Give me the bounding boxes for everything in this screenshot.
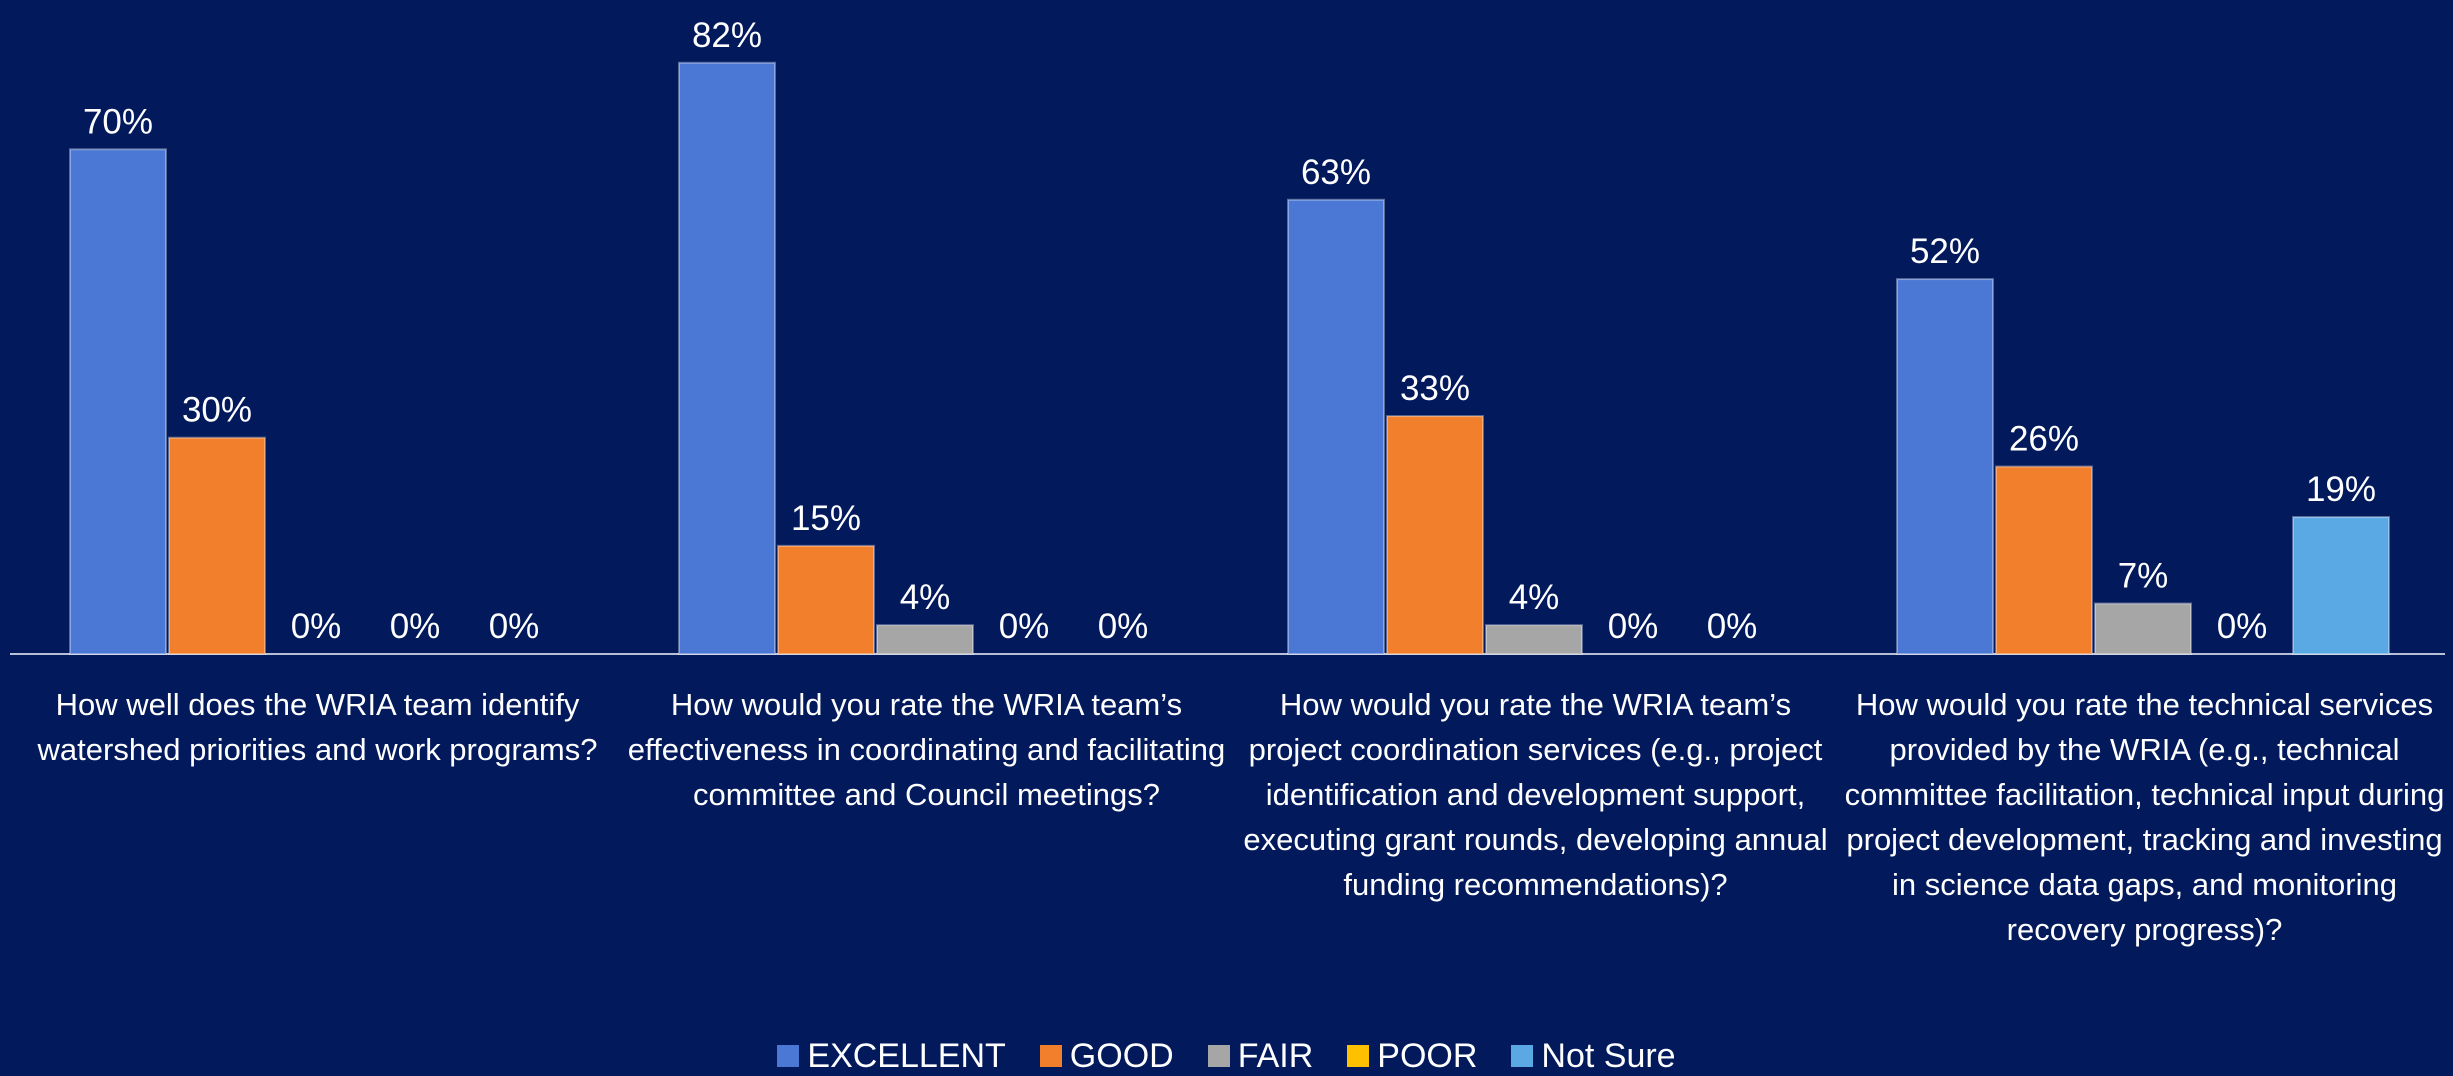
value-label: 52% <box>1910 232 1980 271</box>
bar <box>1287 198 1385 656</box>
legend-swatch <box>1511 1045 1534 1067</box>
legend-swatch <box>777 1045 800 1067</box>
value-label: 7% <box>2118 557 2169 596</box>
legend-item: FAIR <box>1207 1036 1314 1076</box>
bar <box>1386 415 1484 655</box>
bar <box>876 624 974 655</box>
value-label: 4% <box>900 578 951 617</box>
value-label: 70% <box>83 102 153 141</box>
legend-label: POOR <box>1377 1037 1478 1075</box>
bar <box>2094 602 2192 656</box>
value-label: 26% <box>2009 420 2079 459</box>
value-label: 0% <box>1098 607 1149 646</box>
bar <box>678 61 776 655</box>
legend-swatch <box>1039 1045 1062 1067</box>
legend-item: Not Sure <box>1511 1036 1676 1076</box>
category-label: How would you rate the technical service… <box>1844 687 2445 947</box>
legend-item: POOR <box>1347 1036 1477 1076</box>
value-label: 4% <box>1509 578 1560 617</box>
bar <box>1896 278 1994 655</box>
category-label: How would you rate the WRIA team’s effec… <box>627 687 1226 812</box>
value-label: 0% <box>1707 607 1758 646</box>
value-label: 0% <box>1608 607 1659 646</box>
legend-label: EXCELLENT <box>807 1037 1006 1075</box>
category-label: How would you rate the WRIA team’s proje… <box>1243 687 1828 902</box>
bar <box>168 436 266 656</box>
value-label: 0% <box>999 607 1050 646</box>
value-label: 82% <box>692 16 762 55</box>
legend: EXCELLENT GOOD FAIR POOR Not Sure <box>0 1036 2453 1076</box>
legend-label: GOOD <box>1069 1037 1174 1075</box>
value-label: 0% <box>2217 607 2268 646</box>
value-label: 19% <box>2306 470 2376 509</box>
value-label: 0% <box>489 607 540 646</box>
legend-item: GOOD <box>1039 1036 1174 1076</box>
bar <box>69 148 167 656</box>
value-label: 15% <box>791 499 861 538</box>
value-label: 63% <box>1301 153 1371 192</box>
value-label: 0% <box>291 607 342 646</box>
legend-label: FAIR <box>1237 1037 1314 1075</box>
legend-label: Not Sure <box>1541 1037 1676 1075</box>
category-label: How well does the WRIA team identify wat… <box>37 687 598 767</box>
bar <box>1485 624 1583 655</box>
value-label: 33% <box>1400 369 1470 408</box>
bar <box>2292 516 2390 656</box>
bar <box>1995 465 2093 656</box>
legend-item: EXCELLENT <box>777 1036 1006 1076</box>
value-label: 30% <box>182 391 252 430</box>
bar <box>777 544 875 655</box>
legend-swatch <box>1207 1045 1230 1067</box>
value-label: 0% <box>390 607 441 646</box>
legend-swatch <box>1347 1045 1370 1067</box>
